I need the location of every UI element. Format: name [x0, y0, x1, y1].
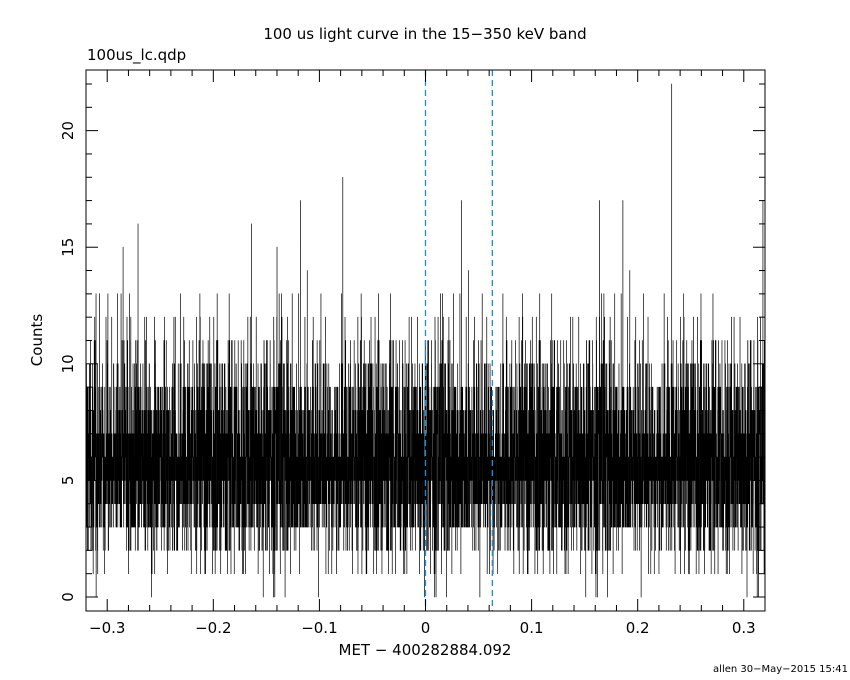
x-tick-label: −0.2	[195, 619, 231, 637]
x-axis-label: MET − 400282884.092	[339, 641, 512, 659]
chart-title: 100 us light curve in the 15−350 keV ban…	[263, 25, 586, 43]
x-tick-label: −0.1	[301, 619, 337, 637]
y-tick-label: 5	[59, 476, 77, 486]
y-tick-label: 10	[59, 354, 77, 373]
footer-label: allen 30−May−2015 15:41	[713, 664, 848, 675]
x-tick-label: 0	[421, 619, 431, 637]
y-tick-label: 20	[59, 121, 77, 140]
x-tick-label: 0.3	[732, 619, 756, 637]
y-axis-label: Counts	[28, 314, 46, 367]
file-label: 100us_lc.qdp	[87, 46, 186, 65]
y-tick-label: 0	[59, 592, 77, 602]
x-tick-label: −0.3	[89, 619, 125, 637]
y-tick-label: 15	[59, 238, 77, 257]
x-tick-label: 0.2	[626, 619, 650, 637]
x-tick-label: 0.1	[520, 619, 544, 637]
